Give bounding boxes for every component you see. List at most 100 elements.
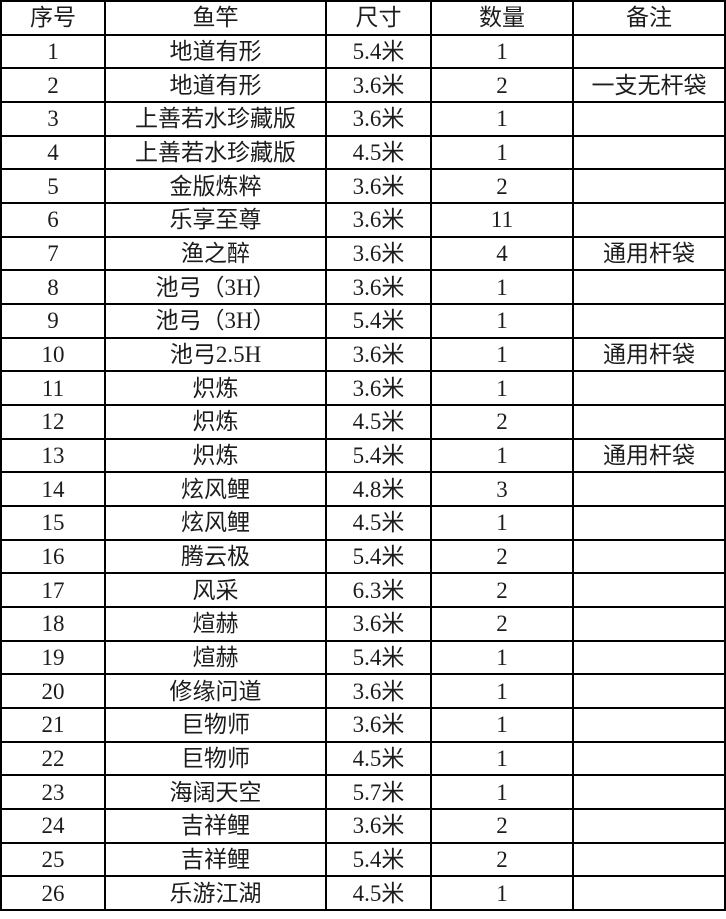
- table-cell-rod: 腾云极: [106, 540, 325, 573]
- table-cell-size: 5.4米: [327, 439, 430, 472]
- table-cell-size: 6.3米: [327, 574, 430, 606]
- table-cell-index: 11: [2, 372, 104, 404]
- table-cell-quantity: 1: [432, 708, 572, 741]
- table-cell-rod: 巨物师: [106, 708, 325, 741]
- table-cell-index: 13: [2, 439, 104, 472]
- table-cell-quantity: 2: [432, 540, 572, 573]
- table-cell-notes: 通用杆袋: [574, 439, 724, 472]
- table-cell-notes: [574, 877, 724, 909]
- table-cell-notes: [574, 776, 724, 808]
- table-cell-index: 8: [2, 271, 104, 303]
- table-cell-rod: 炽炼: [106, 439, 325, 472]
- table-cell-index: 4: [2, 136, 104, 169]
- table-cell-quantity: 2: [432, 405, 572, 438]
- table-cell-size: 3.6米: [327, 69, 430, 101]
- table-cell-notes: [574, 641, 724, 674]
- table-cell-rod: 池弓（3H）: [106, 304, 325, 337]
- table-cell-index: 1: [2, 35, 104, 68]
- table-cell-quantity: 1: [432, 439, 572, 472]
- table-cell-quantity: 1: [432, 102, 572, 135]
- table-cell-rod: 上善若水珍藏版: [106, 136, 325, 169]
- table-cell-rod: 池弓（3H）: [106, 271, 325, 303]
- table-cell-quantity: 2: [432, 574, 572, 606]
- table-cell-quantity: 1: [432, 338, 572, 371]
- table-cell-quantity: 2: [432, 170, 572, 202]
- table-cell-rod: 风采: [106, 574, 325, 606]
- table-cell-size: 5.4米: [327, 35, 430, 68]
- bottom-margin: [0, 911, 726, 919]
- table-cell-rod: 煊赫: [106, 607, 325, 640]
- table-cell-quantity: 4: [432, 237, 572, 270]
- table-cell-rod: 乐享至尊: [106, 203, 325, 236]
- table-cell-quantity: 2: [432, 69, 572, 101]
- table-cell-notes: [574, 843, 724, 876]
- table-cell-notes: 一支无杆袋: [574, 69, 724, 101]
- table-cell-quantity: 1: [432, 776, 572, 808]
- table-cell-rod: 吉祥鲤: [106, 809, 325, 842]
- table-cell-notes: [574, 473, 724, 505]
- header-cell-rod: 鱼竿: [106, 2, 325, 34]
- table-cell-rod: 金版炼粹: [106, 170, 325, 202]
- table-cell-size: 5.7米: [327, 776, 430, 808]
- table-cell-notes: [574, 372, 724, 404]
- table-cell-rod: 炫风鲤: [106, 506, 325, 539]
- table-cell-size: 3.6米: [327, 203, 430, 236]
- table-cell-quantity: 1: [432, 506, 572, 539]
- table-cell-rod: 炫风鲤: [106, 473, 325, 505]
- table-cell-size: 3.6米: [327, 372, 430, 404]
- table-cell-notes: [574, 271, 724, 303]
- table-cell-quantity: 3: [432, 473, 572, 505]
- table-cell-notes: [574, 304, 724, 337]
- table-cell-rod: 渔之醉: [106, 237, 325, 270]
- table-cell-size: 4.5米: [327, 742, 430, 775]
- table-cell-size: 5.4米: [327, 540, 430, 573]
- table-cell-size: 3.6米: [327, 102, 430, 135]
- table-cell-quantity: 1: [432, 372, 572, 404]
- table-cell-quantity: 11: [432, 203, 572, 236]
- table-cell-rod: 地道有形: [106, 69, 325, 101]
- table-cell-quantity: 2: [432, 607, 572, 640]
- table-cell-size: 4.5米: [327, 877, 430, 909]
- table-cell-index: 21: [2, 708, 104, 741]
- table-cell-index: 12: [2, 405, 104, 438]
- table-cell-index: 2: [2, 69, 104, 101]
- table-cell-size: 3.6米: [327, 338, 430, 371]
- table-cell-size: 5.4米: [327, 304, 430, 337]
- table-cell-rod: 修缘问道: [106, 675, 325, 707]
- table-cell-quantity: 2: [432, 809, 572, 842]
- table-cell-quantity: 1: [432, 35, 572, 68]
- table-cell-index: 20: [2, 675, 104, 707]
- table-cell-rod: 乐游江湖: [106, 877, 325, 909]
- table-cell-quantity: 1: [432, 136, 572, 169]
- table-cell-size: 5.4米: [327, 641, 430, 674]
- table-cell-index: 22: [2, 742, 104, 775]
- table-cell-quantity: 2: [432, 843, 572, 876]
- table-cell-quantity: 1: [432, 271, 572, 303]
- table-cell-index: 17: [2, 574, 104, 606]
- table-cell-size: 5.4米: [327, 843, 430, 876]
- table-cell-index: 6: [2, 203, 104, 236]
- table-cell-rod: 巨物师: [106, 742, 325, 775]
- table-cell-notes: [574, 136, 724, 169]
- table-cell-rod: 吉祥鲤: [106, 843, 325, 876]
- table-cell-notes: [574, 405, 724, 438]
- table-cell-rod: 炽炼: [106, 372, 325, 404]
- table-cell-index: 14: [2, 473, 104, 505]
- table-cell-size: 4.5米: [327, 136, 430, 169]
- table-cell-rod: 煊赫: [106, 641, 325, 674]
- table-cell-size: 3.6米: [327, 809, 430, 842]
- header-cell-notes: 备注: [574, 2, 724, 34]
- header-cell-index: 序号: [2, 2, 104, 34]
- table-cell-notes: [574, 675, 724, 707]
- table-cell-rod: 地道有形: [106, 35, 325, 68]
- table-cell-index: 9: [2, 304, 104, 337]
- table-cell-notes: [574, 742, 724, 775]
- table-cell-notes: [574, 170, 724, 202]
- table-cell-notes: [574, 35, 724, 68]
- table-cell-notes: [574, 809, 724, 842]
- table-cell-index: 10: [2, 338, 104, 371]
- table-cell-index: 16: [2, 540, 104, 573]
- table-cell-size: 3.6米: [327, 607, 430, 640]
- table-cell-rod: 海阔天空: [106, 776, 325, 808]
